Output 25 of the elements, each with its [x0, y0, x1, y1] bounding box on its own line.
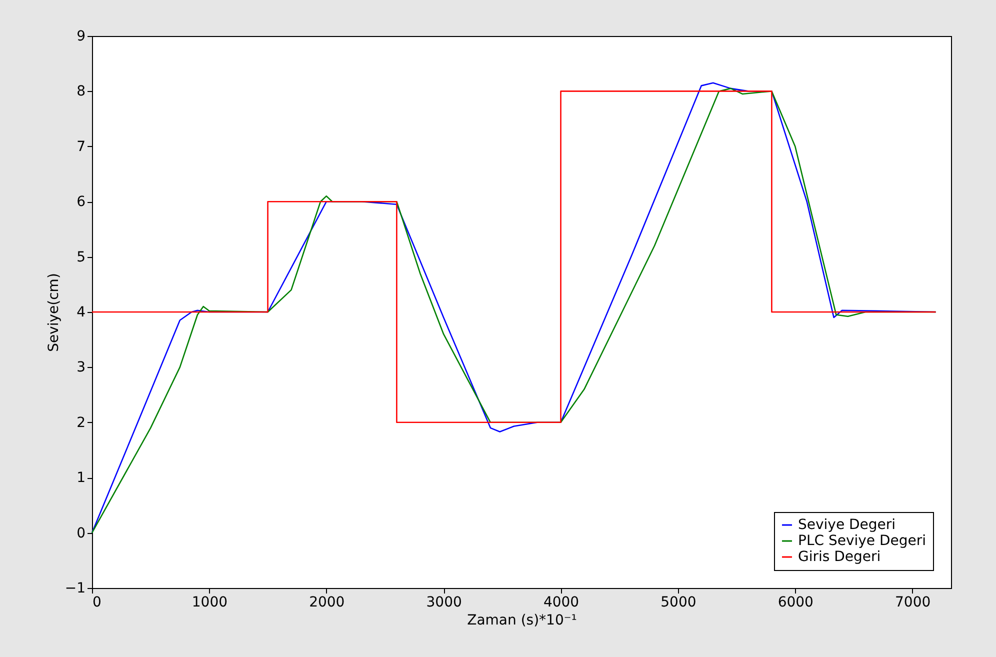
y-axis-title: Seviye(cm) [46, 273, 62, 352]
y-tick-label: 3 [76, 360, 86, 376]
y-tick-label: 8 [76, 84, 86, 100]
y-tick-label: 0 [76, 525, 86, 542]
y-tick-label: −1 [64, 580, 86, 596]
legend-label: Seviye Degeri [798, 517, 896, 533]
x-tick-label: 5000 [660, 594, 696, 610]
y-tick-label: 4 [76, 304, 86, 320]
y-tick-label: 5 [76, 249, 86, 266]
legend-label: Giris Degeri [798, 549, 881, 565]
y-tick-label: 7 [76, 138, 86, 155]
x-tick-label: 4000 [543, 594, 580, 610]
x-tick-label: 7000 [895, 594, 931, 610]
line-series [91, 90, 936, 424]
x-tick-label: 0 [92, 594, 102, 610]
y-tick-label: 6 [76, 194, 86, 210]
y-tick-label: 2 [76, 414, 86, 431]
x-axis-title: Zaman (s)*10⁻¹ [467, 612, 577, 628]
x-tick-label: 2000 [309, 594, 345, 610]
y-tick-label: 1 [76, 470, 86, 486]
y-tick-label: 9 [76, 28, 86, 44]
x-tick-label: 3000 [426, 594, 462, 610]
x-tick-label: 6000 [778, 594, 814, 610]
x-tick-label: 1000 [192, 594, 228, 610]
legend-label: PLC Seviye Degeri [798, 533, 926, 549]
